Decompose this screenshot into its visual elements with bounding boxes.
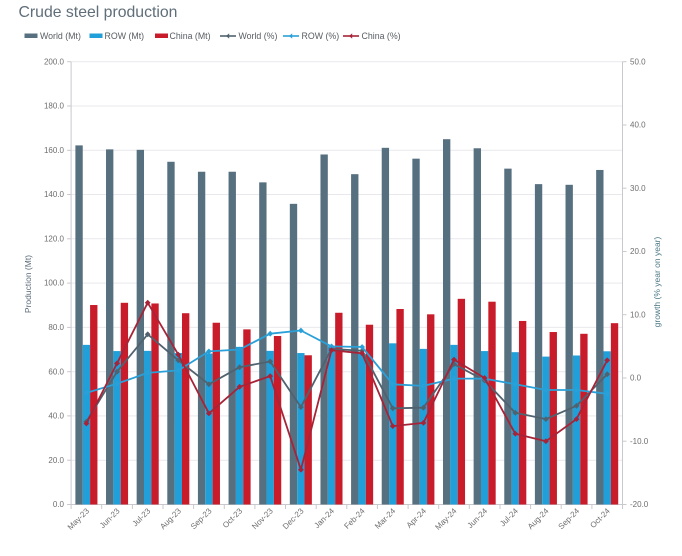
svg-text:China (%): China (%): [362, 31, 401, 41]
svg-text:China (Mt): China (Mt): [170, 31, 211, 41]
svg-text:180.0: 180.0: [44, 102, 65, 111]
svg-text:20.0: 20.0: [630, 247, 646, 256]
svg-text:Crude steel production: Crude steel production: [19, 4, 178, 21]
svg-text:Production (Mt): Production (Mt): [23, 255, 33, 313]
svg-text:40.0: 40.0: [48, 412, 64, 421]
svg-text:200.0: 200.0: [44, 57, 65, 66]
svg-text:-10.0: -10.0: [630, 437, 649, 446]
svg-text:20.0: 20.0: [48, 456, 64, 465]
svg-text:160.0: 160.0: [44, 146, 65, 155]
svg-text:0.0: 0.0: [630, 374, 642, 383]
svg-text:10.0: 10.0: [630, 310, 646, 319]
svg-text:50.0: 50.0: [630, 57, 646, 66]
svg-text:120.0: 120.0: [44, 234, 65, 243]
svg-text:100.0: 100.0: [44, 279, 65, 288]
svg-text:140.0: 140.0: [44, 190, 65, 199]
svg-text:World (Mt): World (Mt): [40, 31, 81, 41]
svg-text:ROW (Mt): ROW (Mt): [105, 31, 145, 41]
svg-text:40.0: 40.0: [630, 121, 646, 130]
svg-text:0.0: 0.0: [53, 500, 65, 509]
svg-text:growth (% year on year): growth (% year on year): [652, 236, 662, 327]
svg-text:World (%): World (%): [239, 31, 278, 41]
svg-text:80.0: 80.0: [48, 323, 64, 332]
svg-text:ROW (%): ROW (%): [302, 31, 340, 41]
svg-text:60.0: 60.0: [48, 367, 64, 376]
svg-text:-20.0: -20.0: [630, 500, 649, 509]
svg-text:30.0: 30.0: [630, 184, 646, 193]
